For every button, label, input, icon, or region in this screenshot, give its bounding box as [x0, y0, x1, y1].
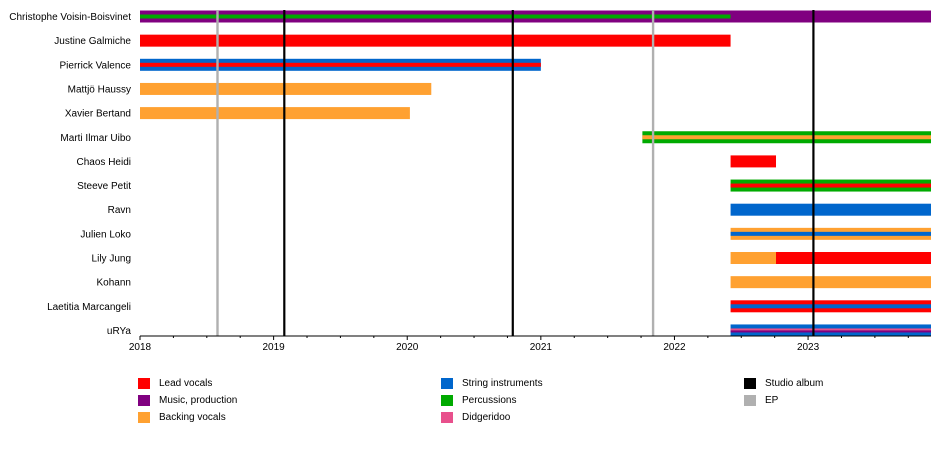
- member-bar-backing: [140, 107, 410, 120]
- member-bar-lead: [776, 252, 931, 264]
- legend-swatch: [744, 395, 756, 406]
- member-label: Christophe Voisin-Boisvinet: [9, 12, 131, 23]
- member-bar-stripe-perc: [140, 14, 731, 19]
- release-lines: [216, 10, 815, 336]
- member-bar-lead: [730, 155, 777, 168]
- x-tick-label: 2020: [396, 342, 419, 353]
- member-label: Justine Galmiche: [54, 36, 131, 47]
- legend-swatch: [441, 378, 453, 389]
- legend-label: Backing vocals: [159, 412, 226, 423]
- legend-swatch: [441, 412, 453, 423]
- legend-swatch: [138, 378, 150, 389]
- member-bar-stripe-string: [730, 304, 931, 309]
- x-tick-label: 2022: [663, 342, 686, 353]
- x-tick-label: 2019: [262, 342, 285, 353]
- member-label: Kohann: [97, 278, 131, 289]
- member-bar-string: [730, 203, 931, 216]
- member-bar-lead: [140, 34, 731, 47]
- member-bar-stripe-lead: [730, 183, 931, 188]
- member-label: Ravn: [108, 205, 131, 216]
- member-labels: Christophe Voisin-Boisvinet Justine Galmi…: [9, 12, 131, 337]
- member-bar-backing: [730, 276, 931, 289]
- member-label: uRYa: [107, 326, 132, 337]
- legend-label: Lead vocals: [159, 378, 213, 389]
- legend-label: Music, production: [159, 395, 238, 406]
- legend-swatch: [138, 412, 150, 423]
- legend-label: Studio album: [765, 378, 824, 389]
- legend-label: EP: [765, 395, 779, 406]
- x-tick-label: 2018: [129, 342, 152, 353]
- member-label: Marti Ilmar Uibo: [60, 133, 131, 144]
- member-label: Mattjö Haussy: [68, 84, 131, 95]
- legend-swatch: [138, 395, 150, 406]
- member-label: Xavier Bertand: [65, 109, 131, 120]
- legend-swatch: [744, 378, 756, 389]
- member-bar-stripe-backing: [642, 135, 931, 140]
- legend-swatch: [441, 395, 453, 406]
- time-axis: 2018 2019 2020 2021 2022 2023: [129, 335, 931, 353]
- member-bars: [140, 10, 931, 337]
- legend-label: String instruments: [462, 378, 543, 389]
- legend-label: Percussions: [462, 395, 517, 406]
- member-label: Pierrick Valence: [59, 60, 131, 71]
- member-bar-stripe-didg: [730, 328, 931, 331]
- member-label: Julien Loko: [80, 229, 131, 240]
- member-label: Chaos Heidi: [77, 157, 131, 168]
- member-label: Laetitia Marcangeli: [47, 302, 131, 313]
- x-tick-label: 2023: [797, 342, 820, 353]
- member-bar-stripe-string: [730, 231, 931, 236]
- x-tick-label: 2021: [530, 342, 553, 353]
- member-bar-stripe-lead: [140, 62, 541, 67]
- member-bar-backing: [730, 252, 777, 264]
- member-bar-stripe-music: [730, 330, 931, 333]
- member-bar-backing: [140, 82, 432, 95]
- member-label: Lily Jung: [92, 254, 131, 265]
- legend-label: Didgeridoo: [462, 412, 511, 423]
- member-label: Steeve Petit: [77, 181, 131, 192]
